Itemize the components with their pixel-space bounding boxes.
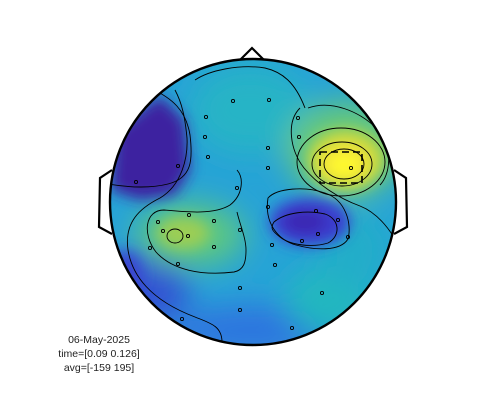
electrode xyxy=(175,163,181,169)
electrode xyxy=(211,244,217,250)
contour-line xyxy=(194,66,306,109)
electrode xyxy=(295,115,301,121)
electrode xyxy=(205,154,211,160)
head-outline xyxy=(108,57,398,347)
electrodes xyxy=(133,97,354,331)
contour-line xyxy=(110,87,192,188)
electrode xyxy=(186,212,192,218)
scalp-blob xyxy=(190,65,310,155)
electrode xyxy=(348,165,354,171)
contour-line xyxy=(126,89,223,343)
electrode xyxy=(133,179,139,185)
left-ear-outline xyxy=(97,169,113,235)
contour-line xyxy=(290,107,396,251)
electrode xyxy=(265,145,271,151)
electrode xyxy=(272,262,278,268)
contour-line xyxy=(311,141,373,187)
scalp-blob xyxy=(328,153,360,177)
electrode xyxy=(345,234,351,240)
contour-line xyxy=(271,211,338,246)
electrode xyxy=(185,233,191,239)
time-window-label: time=[0.09 0.126] xyxy=(58,348,140,360)
electrode xyxy=(230,98,236,104)
electrode xyxy=(202,134,208,140)
highlight-box xyxy=(319,151,363,184)
electrode xyxy=(319,290,325,296)
contour-line xyxy=(166,228,184,244)
electrode xyxy=(237,307,243,313)
electrode xyxy=(289,325,295,331)
electrode xyxy=(203,114,209,120)
contour-line xyxy=(296,127,386,197)
date-label: 06-May-2025 xyxy=(68,334,130,346)
electrode xyxy=(335,217,341,223)
color-range-label: avg=[-159 195] xyxy=(63,362,135,374)
scalp-blob xyxy=(157,217,209,249)
electrode xyxy=(299,238,305,244)
electrode xyxy=(175,261,181,267)
contour-line xyxy=(323,148,365,180)
electrode xyxy=(313,208,319,214)
electrode xyxy=(266,97,272,103)
scalp-blob xyxy=(283,210,327,234)
electrode xyxy=(147,245,153,251)
electrode xyxy=(265,204,271,210)
electrode xyxy=(296,134,302,140)
info-panel: 06-May-2025 time=[0.09 0.126] avg=[-159 … xyxy=(38,333,160,375)
nose-outline xyxy=(237,46,267,63)
electrode xyxy=(269,242,275,248)
electrode xyxy=(160,228,166,234)
electrode xyxy=(265,165,271,171)
electrode xyxy=(179,316,185,322)
electrode xyxy=(211,218,217,224)
electrode xyxy=(237,285,243,291)
right-ear-outline xyxy=(393,169,409,235)
scalp-map xyxy=(110,59,396,345)
electrode xyxy=(315,231,321,237)
electrode xyxy=(155,219,161,225)
contour-line xyxy=(146,169,247,274)
electrode xyxy=(234,185,240,191)
electrode xyxy=(237,227,243,233)
